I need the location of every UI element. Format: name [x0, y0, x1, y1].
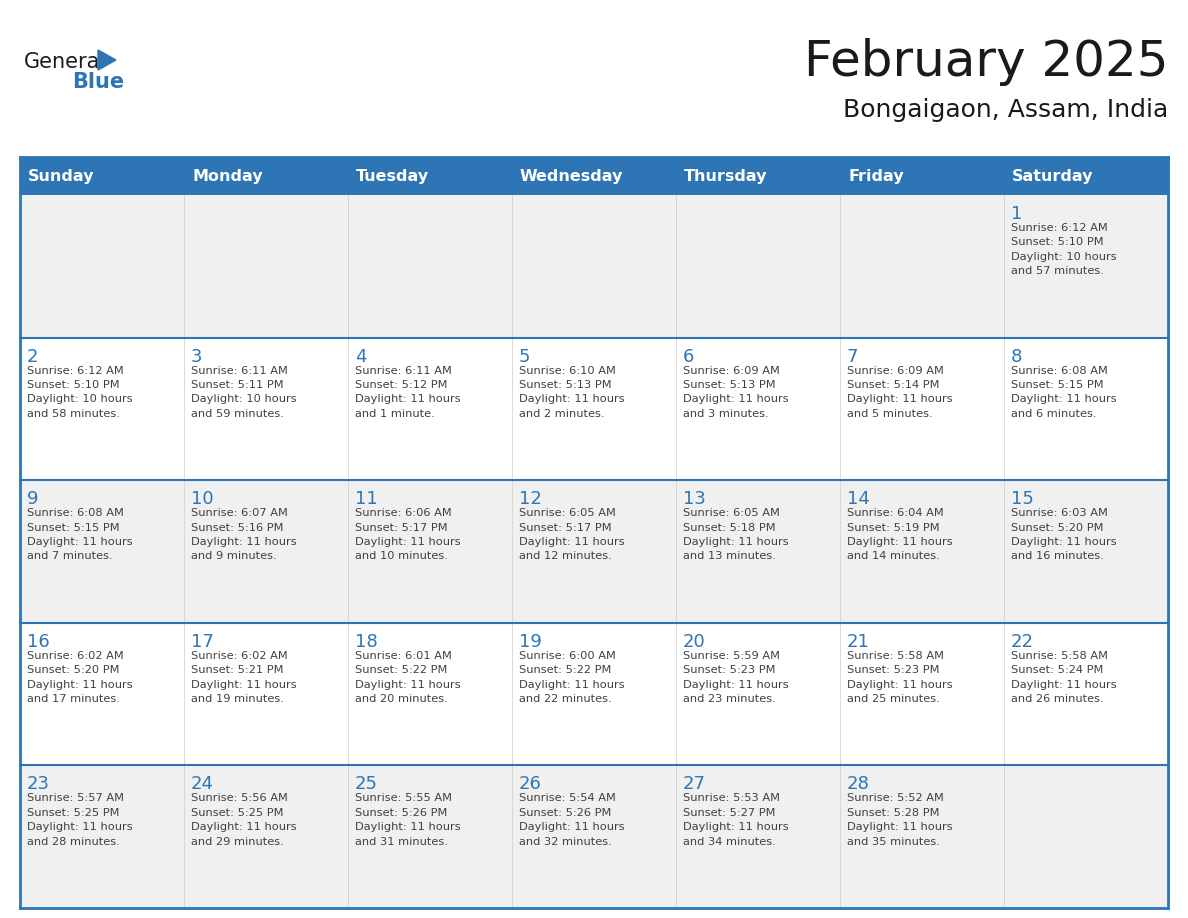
Bar	[676, 157, 840, 195]
Bar	[1004, 157, 1168, 195]
Text: 15: 15	[1011, 490, 1034, 509]
Text: Sunrise: 6:09 AM
Sunset: 5:13 PM
Daylight: 11 hours
and 3 minutes.: Sunrise: 6:09 AM Sunset: 5:13 PM Dayligh…	[683, 365, 789, 419]
Bar	[20, 338, 1168, 480]
Text: Sunrise: 6:08 AM
Sunset: 5:15 PM
Daylight: 11 hours
and 6 minutes.: Sunrise: 6:08 AM Sunset: 5:15 PM Dayligh…	[1011, 365, 1117, 419]
Text: Tuesday: Tuesday	[356, 169, 429, 184]
Text: Sunrise: 5:55 AM
Sunset: 5:26 PM
Daylight: 11 hours
and 31 minutes.: Sunrise: 5:55 AM Sunset: 5:26 PM Dayligh…	[355, 793, 461, 846]
Text: 20: 20	[683, 633, 706, 651]
Text: 18: 18	[355, 633, 378, 651]
Text: 12: 12	[519, 490, 542, 509]
Text: Sunrise: 6:06 AM
Sunset: 5:17 PM
Daylight: 11 hours
and 10 minutes.: Sunrise: 6:06 AM Sunset: 5:17 PM Dayligh…	[355, 509, 461, 562]
Text: Sunrise: 6:01 AM
Sunset: 5:22 PM
Daylight: 11 hours
and 20 minutes.: Sunrise: 6:01 AM Sunset: 5:22 PM Dayligh…	[355, 651, 461, 704]
Text: Sunrise: 5:59 AM
Sunset: 5:23 PM
Daylight: 11 hours
and 23 minutes.: Sunrise: 5:59 AM Sunset: 5:23 PM Dayligh…	[683, 651, 789, 704]
Bar	[20, 480, 1168, 622]
Text: 27: 27	[683, 776, 706, 793]
Text: Sunrise: 5:57 AM
Sunset: 5:25 PM
Daylight: 11 hours
and 28 minutes.: Sunrise: 5:57 AM Sunset: 5:25 PM Dayligh…	[27, 793, 133, 846]
Text: Sunrise: 6:09 AM
Sunset: 5:14 PM
Daylight: 11 hours
and 5 minutes.: Sunrise: 6:09 AM Sunset: 5:14 PM Dayligh…	[847, 365, 953, 419]
Text: Sunrise: 6:12 AM
Sunset: 5:10 PM
Daylight: 10 hours
and 57 minutes.: Sunrise: 6:12 AM Sunset: 5:10 PM Dayligh…	[1011, 223, 1117, 276]
Text: 28: 28	[847, 776, 870, 793]
Bar	[20, 157, 184, 195]
Text: Sunrise: 5:52 AM
Sunset: 5:28 PM
Daylight: 11 hours
and 35 minutes.: Sunrise: 5:52 AM Sunset: 5:28 PM Dayligh…	[847, 793, 953, 846]
Text: 10: 10	[191, 490, 214, 509]
Text: Thursday: Thursday	[684, 169, 767, 184]
Bar	[840, 157, 1004, 195]
Text: Sunrise: 6:02 AM
Sunset: 5:20 PM
Daylight: 11 hours
and 17 minutes.: Sunrise: 6:02 AM Sunset: 5:20 PM Dayligh…	[27, 651, 133, 704]
Text: Saturday: Saturday	[1012, 169, 1093, 184]
Text: Sunrise: 5:53 AM
Sunset: 5:27 PM
Daylight: 11 hours
and 34 minutes.: Sunrise: 5:53 AM Sunset: 5:27 PM Dayligh…	[683, 793, 789, 846]
Text: 3: 3	[191, 348, 202, 365]
Text: 7: 7	[847, 348, 859, 365]
Text: 25: 25	[355, 776, 378, 793]
Bar	[184, 157, 348, 195]
Text: 8: 8	[1011, 348, 1023, 365]
Text: 13: 13	[683, 490, 706, 509]
Text: 24: 24	[191, 776, 214, 793]
Text: Sunrise: 6:02 AM
Sunset: 5:21 PM
Daylight: 11 hours
and 19 minutes.: Sunrise: 6:02 AM Sunset: 5:21 PM Dayligh…	[191, 651, 297, 704]
Text: 19: 19	[519, 633, 542, 651]
Text: Sunrise: 6:07 AM
Sunset: 5:16 PM
Daylight: 11 hours
and 9 minutes.: Sunrise: 6:07 AM Sunset: 5:16 PM Dayligh…	[191, 509, 297, 562]
Text: 14: 14	[847, 490, 870, 509]
Text: Sunrise: 5:58 AM
Sunset: 5:23 PM
Daylight: 11 hours
and 25 minutes.: Sunrise: 5:58 AM Sunset: 5:23 PM Dayligh…	[847, 651, 953, 704]
Text: Bongaigaon, Assam, India: Bongaigaon, Assam, India	[842, 98, 1168, 122]
Text: Sunrise: 6:03 AM
Sunset: 5:20 PM
Daylight: 11 hours
and 16 minutes.: Sunrise: 6:03 AM Sunset: 5:20 PM Dayligh…	[1011, 509, 1117, 562]
Text: 17: 17	[191, 633, 214, 651]
Polygon shape	[97, 50, 116, 70]
Text: 26: 26	[519, 776, 542, 793]
Text: Sunrise: 6:00 AM
Sunset: 5:22 PM
Daylight: 11 hours
and 22 minutes.: Sunrise: 6:00 AM Sunset: 5:22 PM Dayligh…	[519, 651, 625, 704]
Text: Sunrise: 6:05 AM
Sunset: 5:17 PM
Daylight: 11 hours
and 12 minutes.: Sunrise: 6:05 AM Sunset: 5:17 PM Dayligh…	[519, 509, 625, 562]
Text: Sunrise: 6:11 AM
Sunset: 5:11 PM
Daylight: 10 hours
and 59 minutes.: Sunrise: 6:11 AM Sunset: 5:11 PM Dayligh…	[191, 365, 297, 419]
Text: Sunrise: 6:08 AM
Sunset: 5:15 PM
Daylight: 11 hours
and 7 minutes.: Sunrise: 6:08 AM Sunset: 5:15 PM Dayligh…	[27, 509, 133, 562]
Text: Friday: Friday	[848, 169, 904, 184]
Text: Wednesday: Wednesday	[520, 169, 624, 184]
Bar	[20, 766, 1168, 908]
Bar	[348, 157, 512, 195]
Text: Monday: Monday	[192, 169, 263, 184]
Text: 1: 1	[1011, 205, 1023, 223]
Text: 23: 23	[27, 776, 50, 793]
Text: Sunrise: 6:12 AM
Sunset: 5:10 PM
Daylight: 10 hours
and 58 minutes.: Sunrise: 6:12 AM Sunset: 5:10 PM Dayligh…	[27, 365, 133, 419]
Text: Sunrise: 5:54 AM
Sunset: 5:26 PM
Daylight: 11 hours
and 32 minutes.: Sunrise: 5:54 AM Sunset: 5:26 PM Dayligh…	[519, 793, 625, 846]
Text: 4: 4	[355, 348, 367, 365]
Bar	[20, 195, 1168, 338]
Text: 21: 21	[847, 633, 870, 651]
Text: Sunday: Sunday	[29, 169, 95, 184]
Text: 5: 5	[519, 348, 531, 365]
Text: General: General	[24, 52, 106, 72]
Bar	[512, 157, 676, 195]
Text: 16: 16	[27, 633, 50, 651]
Text: 9: 9	[27, 490, 38, 509]
Text: February 2025: February 2025	[803, 38, 1168, 86]
Bar	[20, 622, 1168, 766]
Text: Sunrise: 5:56 AM
Sunset: 5:25 PM
Daylight: 11 hours
and 29 minutes.: Sunrise: 5:56 AM Sunset: 5:25 PM Dayligh…	[191, 793, 297, 846]
Text: 6: 6	[683, 348, 694, 365]
Text: 11: 11	[355, 490, 378, 509]
Text: Sunrise: 6:11 AM
Sunset: 5:12 PM
Daylight: 11 hours
and 1 minute.: Sunrise: 6:11 AM Sunset: 5:12 PM Dayligh…	[355, 365, 461, 419]
Text: Sunrise: 6:04 AM
Sunset: 5:19 PM
Daylight: 11 hours
and 14 minutes.: Sunrise: 6:04 AM Sunset: 5:19 PM Dayligh…	[847, 509, 953, 562]
Text: Sunrise: 5:58 AM
Sunset: 5:24 PM
Daylight: 11 hours
and 26 minutes.: Sunrise: 5:58 AM Sunset: 5:24 PM Dayligh…	[1011, 651, 1117, 704]
Text: 2: 2	[27, 348, 38, 365]
Text: Blue: Blue	[72, 72, 124, 92]
Text: Sunrise: 6:10 AM
Sunset: 5:13 PM
Daylight: 11 hours
and 2 minutes.: Sunrise: 6:10 AM Sunset: 5:13 PM Dayligh…	[519, 365, 625, 419]
Text: 22: 22	[1011, 633, 1034, 651]
Text: Sunrise: 6:05 AM
Sunset: 5:18 PM
Daylight: 11 hours
and 13 minutes.: Sunrise: 6:05 AM Sunset: 5:18 PM Dayligh…	[683, 509, 789, 562]
